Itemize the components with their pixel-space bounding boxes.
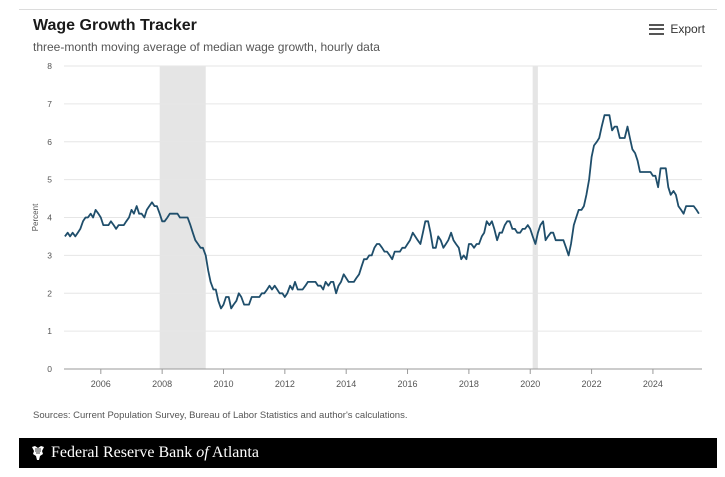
x-tick-label: 2024 (643, 379, 663, 389)
x-tick-label: 2016 (398, 379, 418, 389)
y-tick-label: 8 (47, 61, 52, 71)
y-tick-label: 1 (47, 326, 52, 336)
eagle-icon (32, 446, 44, 460)
export-button[interactable]: Export (649, 22, 705, 36)
footer-bar: Federal Reserve Bank of Atlanta (19, 438, 717, 468)
x-tick-label: 2020 (520, 379, 540, 389)
y-tick-label: 4 (47, 213, 52, 223)
x-tick-label: 2012 (275, 379, 295, 389)
x-tick-label: 2014 (336, 379, 356, 389)
fed-atlanta-logo[interactable]: Federal Reserve Bank of Atlanta (31, 444, 259, 462)
y-tick-label: 6 (47, 137, 52, 147)
y-tick-label: 2 (47, 288, 52, 298)
wage-growth-line (64, 114, 700, 310)
y-tick-label: 0 (47, 364, 52, 374)
x-tick-label: 2006 (91, 379, 111, 389)
x-tick-label: 2008 (152, 379, 172, 389)
y-axis-label: Percent (31, 203, 40, 231)
y-tick-label: 3 (47, 250, 52, 260)
y-tick-label: 7 (47, 99, 52, 109)
source-note: Sources: Current Population Survey, Bure… (33, 410, 408, 421)
chart-subtitle: three-month moving average of median wag… (33, 40, 380, 54)
x-tick-label: 2010 (213, 379, 233, 389)
footer-org-name: Federal Reserve Bank of Atlanta (51, 444, 259, 461)
y-tick-label: 5 (47, 175, 52, 185)
x-tick-label: 2018 (459, 379, 479, 389)
chart-title: Wage Growth Tracker (33, 17, 197, 34)
chart-container: Wage Growth Tracker three-month moving a… (19, 9, 717, 468)
menu-icon (649, 23, 665, 35)
line-chart: 0 1 2 3 4 5 6 7 8 2006 2008 2010 2012 2014 2016 2018 202… (31, 61, 702, 389)
export-label: Export (670, 22, 705, 36)
x-tick-label: 2022 (582, 379, 602, 389)
